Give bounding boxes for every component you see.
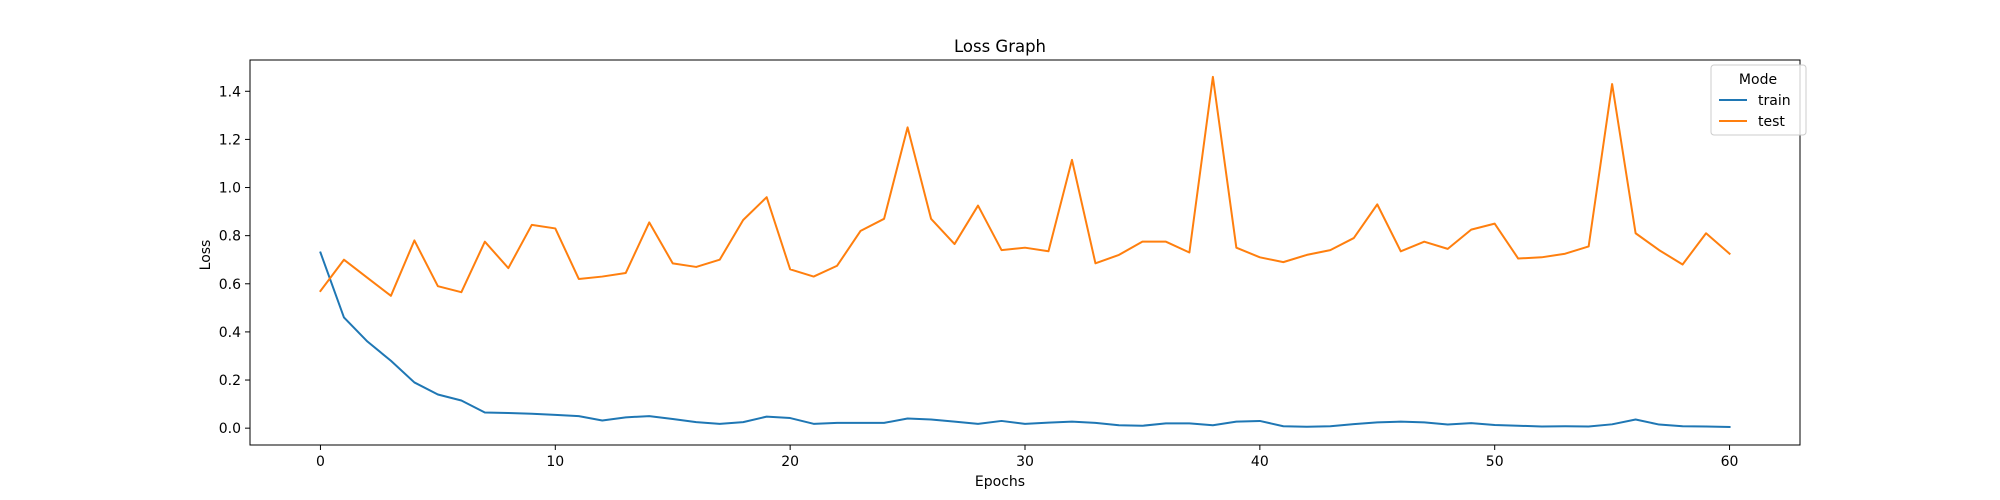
- x-tick-label: 10: [546, 454, 564, 470]
- series-line-train: [319, 251, 1731, 428]
- y-axis-label: Loss: [198, 240, 214, 271]
- legend-frame: [1710, 64, 1807, 136]
- x-tick-label: 0: [316, 454, 325, 470]
- y-axis: 0.0 0.2 0.4 0.6 0.8 1.0 1.2 1.4: [219, 84, 250, 437]
- series-line-test: [319, 75, 1731, 297]
- chart-title: Loss Graph: [954, 37, 1046, 56]
- y-tick-label: 0.2: [219, 373, 241, 389]
- legend-label-test: test: [1758, 114, 1785, 130]
- x-tick-label: 20: [781, 454, 799, 470]
- x-tick-label: 40: [1251, 454, 1269, 470]
- legend-title: Mode: [1739, 72, 1777, 88]
- y-tick-label: 1.2: [219, 132, 241, 148]
- y-tick-label: 0.0: [219, 421, 241, 437]
- legend-label-train: train: [1758, 93, 1791, 109]
- x-tick-label: 30: [1016, 454, 1034, 470]
- x-tick-label: 50: [1486, 454, 1504, 470]
- legend: Mode train test: [1710, 64, 1807, 136]
- plot-area: [319, 75, 1731, 428]
- y-tick-label: 0.8: [219, 229, 241, 245]
- y-tick-label: 0.4: [219, 325, 241, 341]
- x-axis: 0 10 20 30 40 50 60: [316, 445, 1738, 470]
- x-tick-label: 60: [1721, 454, 1739, 470]
- y-tick-label: 1.0: [219, 181, 241, 197]
- y-tick-label: 0.6: [219, 277, 241, 293]
- y-tick-label: 1.4: [219, 84, 241, 100]
- x-axis-label: Epochs: [975, 474, 1025, 490]
